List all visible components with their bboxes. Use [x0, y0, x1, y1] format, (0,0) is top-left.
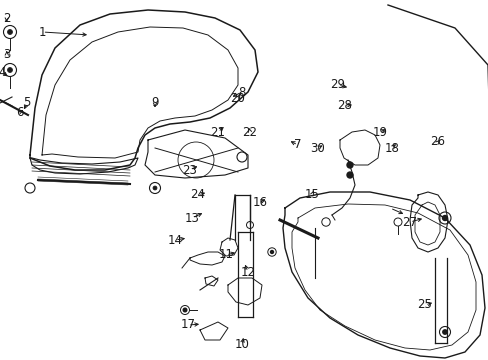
Text: 19: 19	[372, 126, 386, 139]
Text: 30: 30	[310, 141, 325, 154]
Circle shape	[346, 172, 352, 178]
Text: 21: 21	[210, 126, 225, 139]
Text: 23: 23	[182, 163, 197, 176]
Text: 7: 7	[294, 139, 301, 152]
Circle shape	[442, 330, 447, 334]
Text: 12: 12	[240, 266, 255, 279]
Text: 15: 15	[304, 189, 319, 202]
Text: 20: 20	[230, 91, 245, 104]
Text: 6: 6	[16, 105, 23, 118]
Text: 18: 18	[384, 141, 399, 154]
Text: 3: 3	[3, 49, 10, 62]
Circle shape	[346, 162, 352, 168]
Circle shape	[183, 308, 186, 312]
Text: 29: 29	[330, 78, 345, 91]
Text: 5: 5	[23, 96, 31, 109]
Text: 26: 26	[429, 135, 445, 148]
Circle shape	[270, 251, 273, 253]
Circle shape	[7, 68, 13, 72]
Text: 14: 14	[167, 234, 182, 247]
Text: 2: 2	[3, 12, 11, 24]
Circle shape	[153, 186, 157, 190]
Text: 9: 9	[151, 96, 159, 109]
Text: 27: 27	[402, 216, 417, 229]
Text: 17: 17	[180, 319, 195, 332]
Text: 22: 22	[242, 126, 257, 139]
Text: 25: 25	[417, 298, 431, 311]
Circle shape	[442, 216, 447, 220]
Text: 28: 28	[337, 99, 352, 112]
Circle shape	[7, 30, 13, 35]
Text: 13: 13	[184, 211, 199, 225]
Text: 16: 16	[252, 195, 267, 208]
Text: 24: 24	[190, 189, 205, 202]
Text: 1: 1	[39, 26, 46, 39]
Text: 8: 8	[238, 85, 245, 99]
Text: 4: 4	[0, 66, 6, 78]
Text: 10: 10	[234, 338, 249, 351]
Text: 11: 11	[218, 248, 233, 261]
